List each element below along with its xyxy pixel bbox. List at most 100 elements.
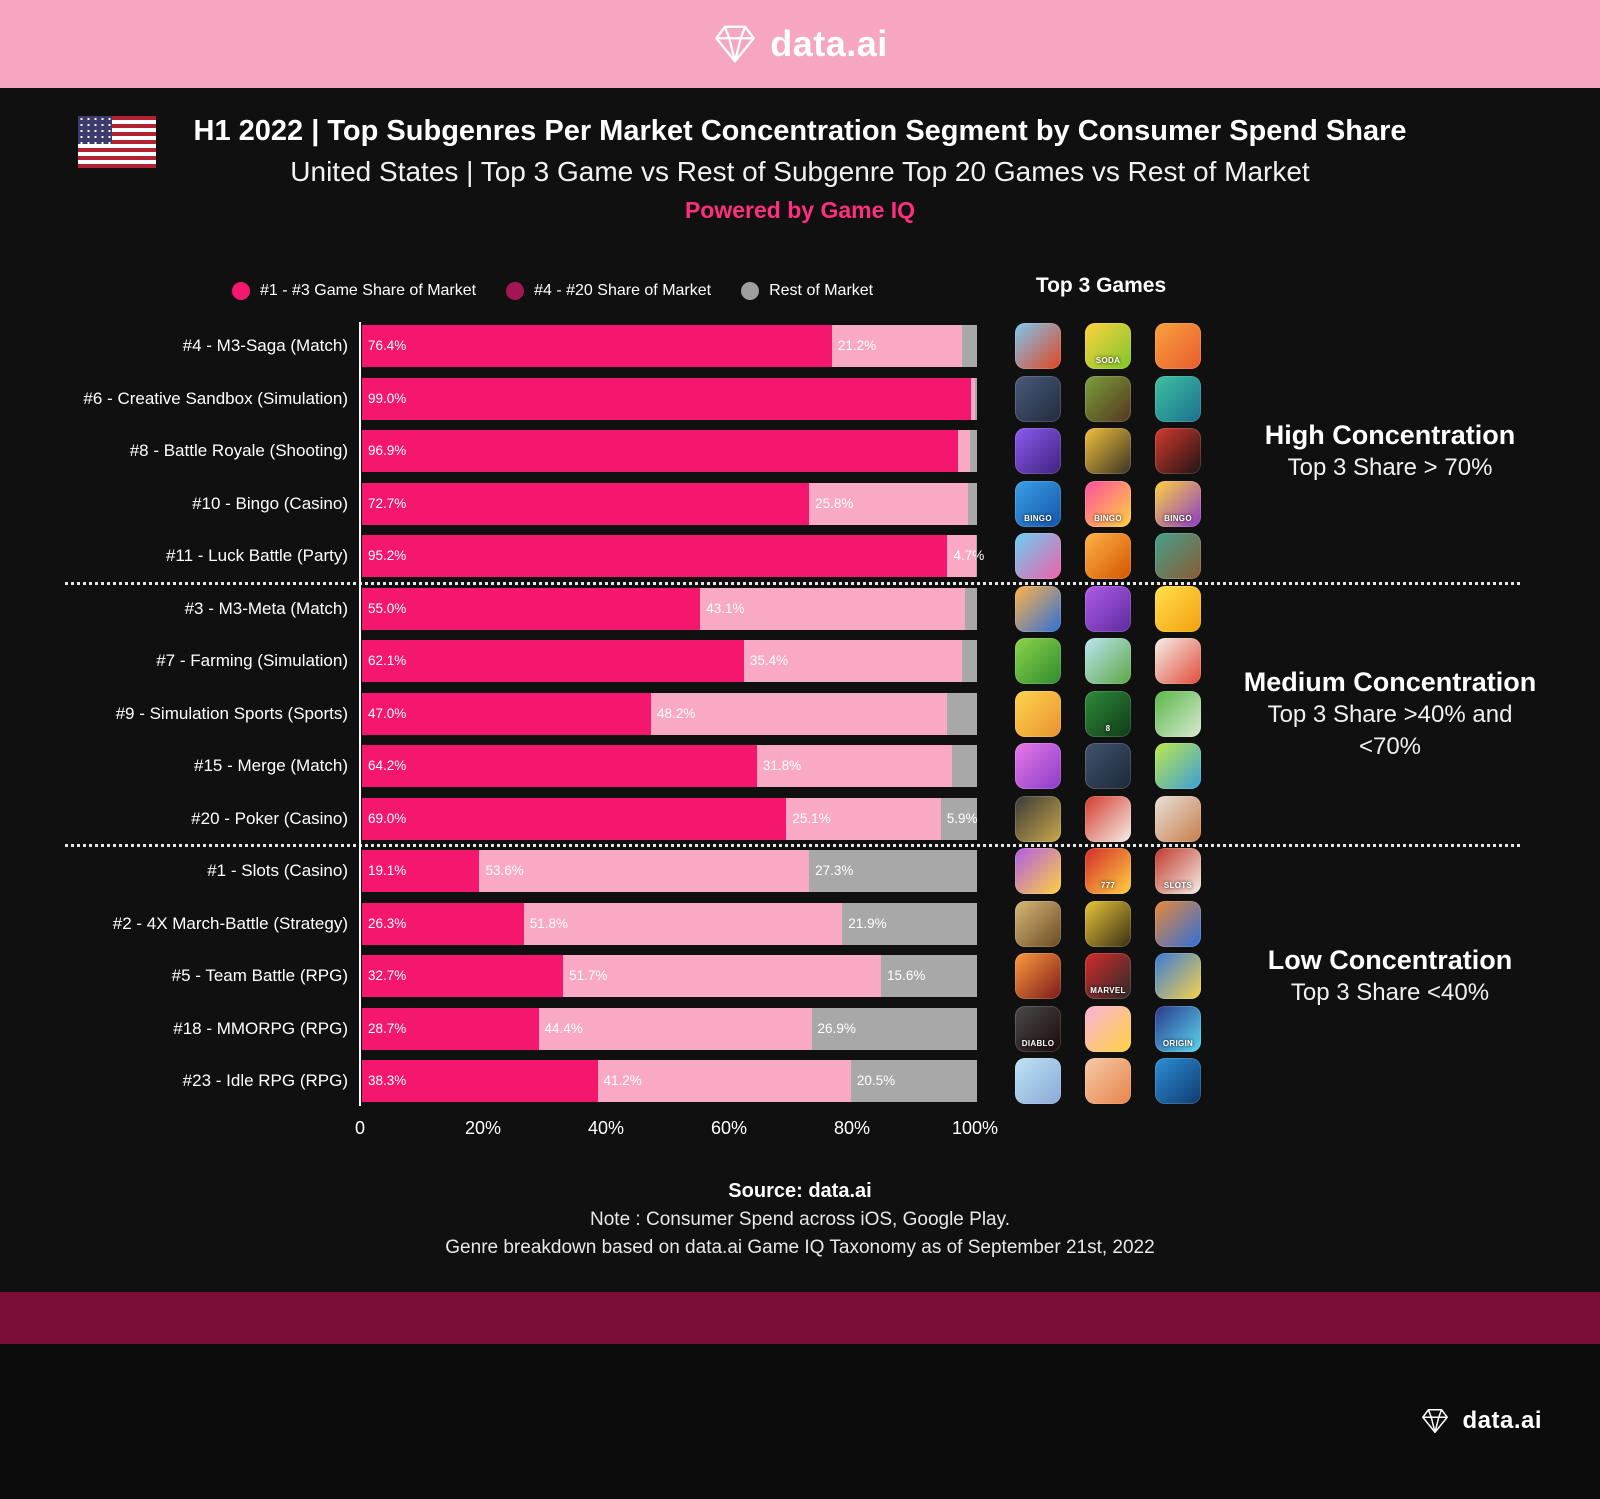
bar-segment-rest: 15.6% — [881, 955, 977, 998]
title-block: H1 2022 | Top Subgenres Per Market Conce… — [0, 88, 1600, 260]
top3-game-icons: 8 — [1015, 690, 1201, 737]
game-icon-label: SLOTS — [1163, 881, 1193, 891]
segment-value: 96.9% — [368, 443, 407, 459]
bar-segment-4-20: 4.7% — [947, 535, 984, 578]
game-icon — [1015, 533, 1061, 580]
game-icon — [1085, 428, 1131, 475]
bar-segment-4-20: 21.2% — [831, 325, 963, 368]
subgenre-label: #7 - Farming (Simulation) — [156, 651, 348, 671]
game-icon: BINGO — [1085, 480, 1131, 527]
bar-segment-rest: 21.9% — [842, 902, 977, 945]
bar-segment-4-20 — [970, 377, 975, 420]
game-icon-label: SODA — [1095, 356, 1121, 366]
chart-row: #1 - Slots (Casino) 19.1% 53.6% 27.3% 777 SLO… — [65, 845, 1540, 898]
segment-value: 44.4% — [544, 1020, 583, 1036]
game-icon — [1155, 953, 1201, 1000]
segment-value: 25.1% — [792, 810, 831, 826]
bar-track: 69.0% 25.1% 5.9% — [360, 797, 977, 840]
game-icon — [1015, 743, 1061, 790]
chart-row: #9 - Simulation Sports (Sports) 47.0% 48.2… — [65, 688, 1540, 741]
bar-segment-rest — [974, 377, 977, 420]
segment-value: 41.2% — [603, 1073, 642, 1089]
bar-segment-rest: 20.5% — [850, 1060, 977, 1103]
segment-value: 38.3% — [368, 1073, 407, 1089]
segment-value: 62.1% — [368, 653, 407, 669]
x-axis: 0 20% 40% 60% 80% 100% — [65, 1108, 1540, 1150]
game-icon — [1015, 795, 1061, 842]
chart-row: #20 - Poker (Casino) 69.0% 25.1% 5.9% — [65, 793, 1540, 846]
subgenre-label: #1 - Slots (Casino) — [207, 861, 348, 881]
maroon-band — [0, 1291, 1600, 1344]
concentration-criteria: Top 3 Share > 70% — [1287, 454, 1493, 482]
bar-track: 55.0% 43.1% — [360, 587, 977, 630]
stacked-bar-chart: #1 - #3 Game Share of Market #4 - #20 Sha… — [65, 260, 1540, 1150]
game-icon — [1015, 900, 1061, 947]
legend-label: #1 - #3 Game Share of Market — [260, 282, 477, 299]
bar-segment-4-20: 41.2% — [597, 1060, 851, 1103]
game-icon — [1015, 375, 1061, 422]
game-icon — [1155, 585, 1201, 632]
bar-track: 62.1% 35.4% — [360, 640, 977, 683]
bar-segment-rest — [965, 587, 977, 630]
game-icon — [1155, 428, 1201, 475]
us-flag-icon — [78, 116, 156, 168]
bar-segment-4-20: 31.8% — [756, 745, 953, 788]
top3-game-icons: SODA — [1015, 323, 1201, 370]
bar-segment-top3: 62.1% — [362, 640, 744, 683]
concentration-label: High Concentration Top 3 Share > 70% — [1240, 320, 1540, 583]
game-icon: BINGO — [1015, 480, 1061, 527]
chart-row: #8 - Battle Royale (Shooting) 96.9% — [65, 425, 1540, 478]
game-icon: SODA — [1085, 323, 1131, 370]
segment-value: 69.0% — [368, 810, 407, 826]
game-icon-label: 8 — [1105, 723, 1111, 733]
game-icon — [1085, 585, 1131, 632]
concentration-label: Medium Concentration Top 3 Share >40% and… — [1240, 583, 1540, 846]
chart-row: #5 - Team Battle (RPG) 32.7% 51.7% 15.6% MAR… — [65, 950, 1540, 1003]
concentration-group: #4 - M3-Saga (Match) 76.4% 21.2% SODA #6 - C… — [65, 320, 1540, 584]
legend-dot — [506, 282, 525, 300]
axis-tick: 100% — [951, 1117, 999, 1138]
legend-item: #4 - #20 Share of Market — [506, 282, 711, 300]
game-icon — [1015, 848, 1061, 895]
game-icon — [1015, 585, 1061, 632]
game-icon — [1085, 900, 1131, 947]
concentration-title: Medium Concentration — [1243, 666, 1537, 697]
bar-segment-rest — [970, 430, 977, 473]
segment-value: 4.7% — [953, 548, 985, 564]
game-icon: BINGO — [1155, 480, 1201, 527]
top3-games-header: Top 3 Games — [1035, 274, 1167, 297]
game-icon — [1155, 638, 1201, 685]
subgenre-label: #18 - MMORPG (RPG) — [173, 1018, 348, 1038]
game-icon — [1015, 428, 1061, 475]
top3-game-icons — [1015, 638, 1201, 685]
subgenre-label: #20 - Poker (Casino) — [191, 808, 348, 828]
top3-game-icons — [1015, 533, 1201, 580]
concentration-title: High Concentration — [1264, 420, 1516, 451]
subgenre-label: #4 - M3-Saga (Match) — [182, 336, 348, 356]
bar-segment-rest — [947, 692, 977, 735]
top3-game-icons — [1015, 375, 1201, 422]
dataai-logo-footer: data.ai — [1420, 1406, 1542, 1436]
segment-value: 64.2% — [368, 758, 407, 774]
diamond-icon — [715, 25, 756, 63]
concentration-group: #3 - M3-Meta (Match) 55.0% 43.1% #7 - Farmi… — [65, 583, 1540, 847]
game-icon: DIABLO — [1015, 1005, 1061, 1052]
segment-value: 26.9% — [817, 1020, 856, 1036]
segment-value: 31.8% — [762, 758, 802, 774]
brand-name: data.ai — [770, 23, 888, 64]
chart-row: #4 - M3-Saga (Match) 76.4% 21.2% SODA — [65, 320, 1540, 373]
game-icon: ORIGIN — [1155, 1005, 1201, 1052]
game-icon: SLOTS — [1155, 848, 1201, 895]
bar-track: 99.0% — [360, 377, 977, 420]
bar-segment-4-20: 48.2% — [651, 692, 948, 735]
powered-by-label: Powered by Game IQ — [684, 197, 916, 223]
subgenre-label: #3 - M3-Meta (Match) — [184, 598, 348, 618]
bar-track: 47.0% 48.2% — [360, 692, 977, 735]
legend-dot — [741, 282, 760, 300]
bar-segment-top3: 95.2% — [362, 535, 948, 578]
brand-name: data.ai — [1462, 1407, 1542, 1435]
segment-value: 55.0% — [368, 600, 407, 616]
segment-value: 51.8% — [529, 915, 569, 931]
game-icon: 777 — [1085, 848, 1131, 895]
